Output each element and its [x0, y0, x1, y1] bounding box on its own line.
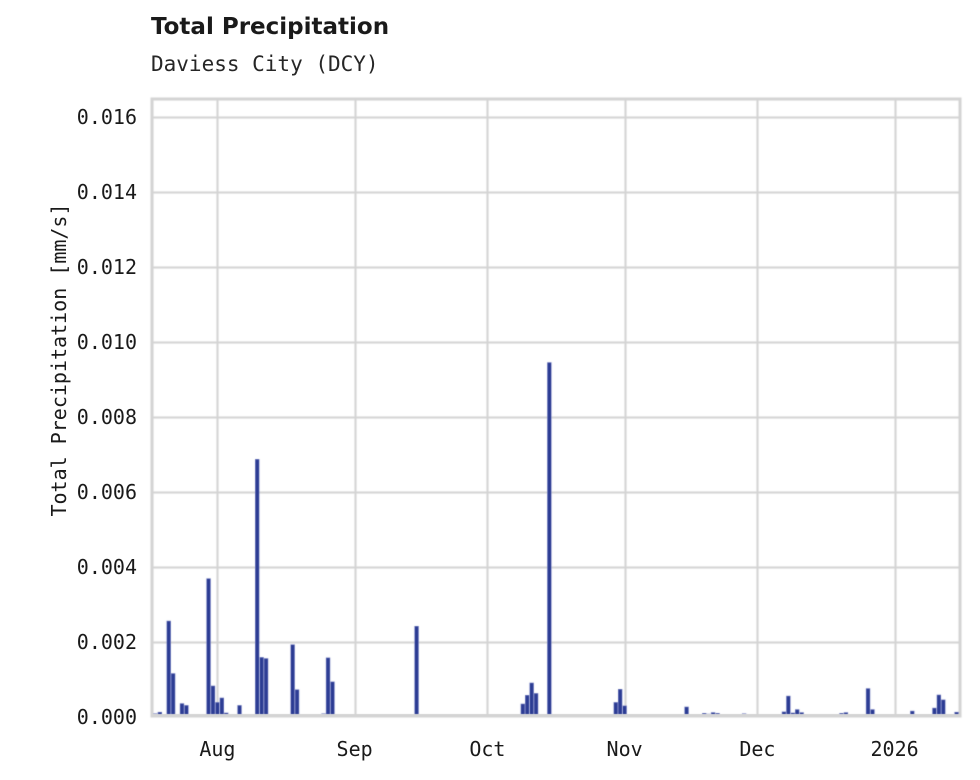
x-axis-tick-label: Oct [469, 737, 506, 761]
y-axis-tick-label: 0.008 [76, 404, 137, 429]
y-axis-tick-label: 0.002 [76, 629, 137, 654]
y-axis-tick-label: 0.012 [76, 254, 137, 279]
x-axis-tick-label: Sep [336, 737, 373, 761]
x-axis-tick-label: 2026 [870, 737, 919, 761]
y-axis-tick-label: 0.000 [76, 705, 137, 729]
x-axis-tick-label: Nov [606, 737, 643, 761]
y-axis-tick-label: 0.014 [76, 179, 137, 204]
y-axis-tick-label: 0.006 [76, 479, 137, 504]
y-axis-tick-label: 0.004 [76, 554, 137, 579]
x-axis-tick-label: Dec [739, 737, 776, 761]
y-axis-tick-label: 0.016 [76, 104, 137, 129]
y-axis-tick-label: 0.010 [76, 329, 137, 354]
x-axis-tick-label: Aug [199, 737, 236, 761]
